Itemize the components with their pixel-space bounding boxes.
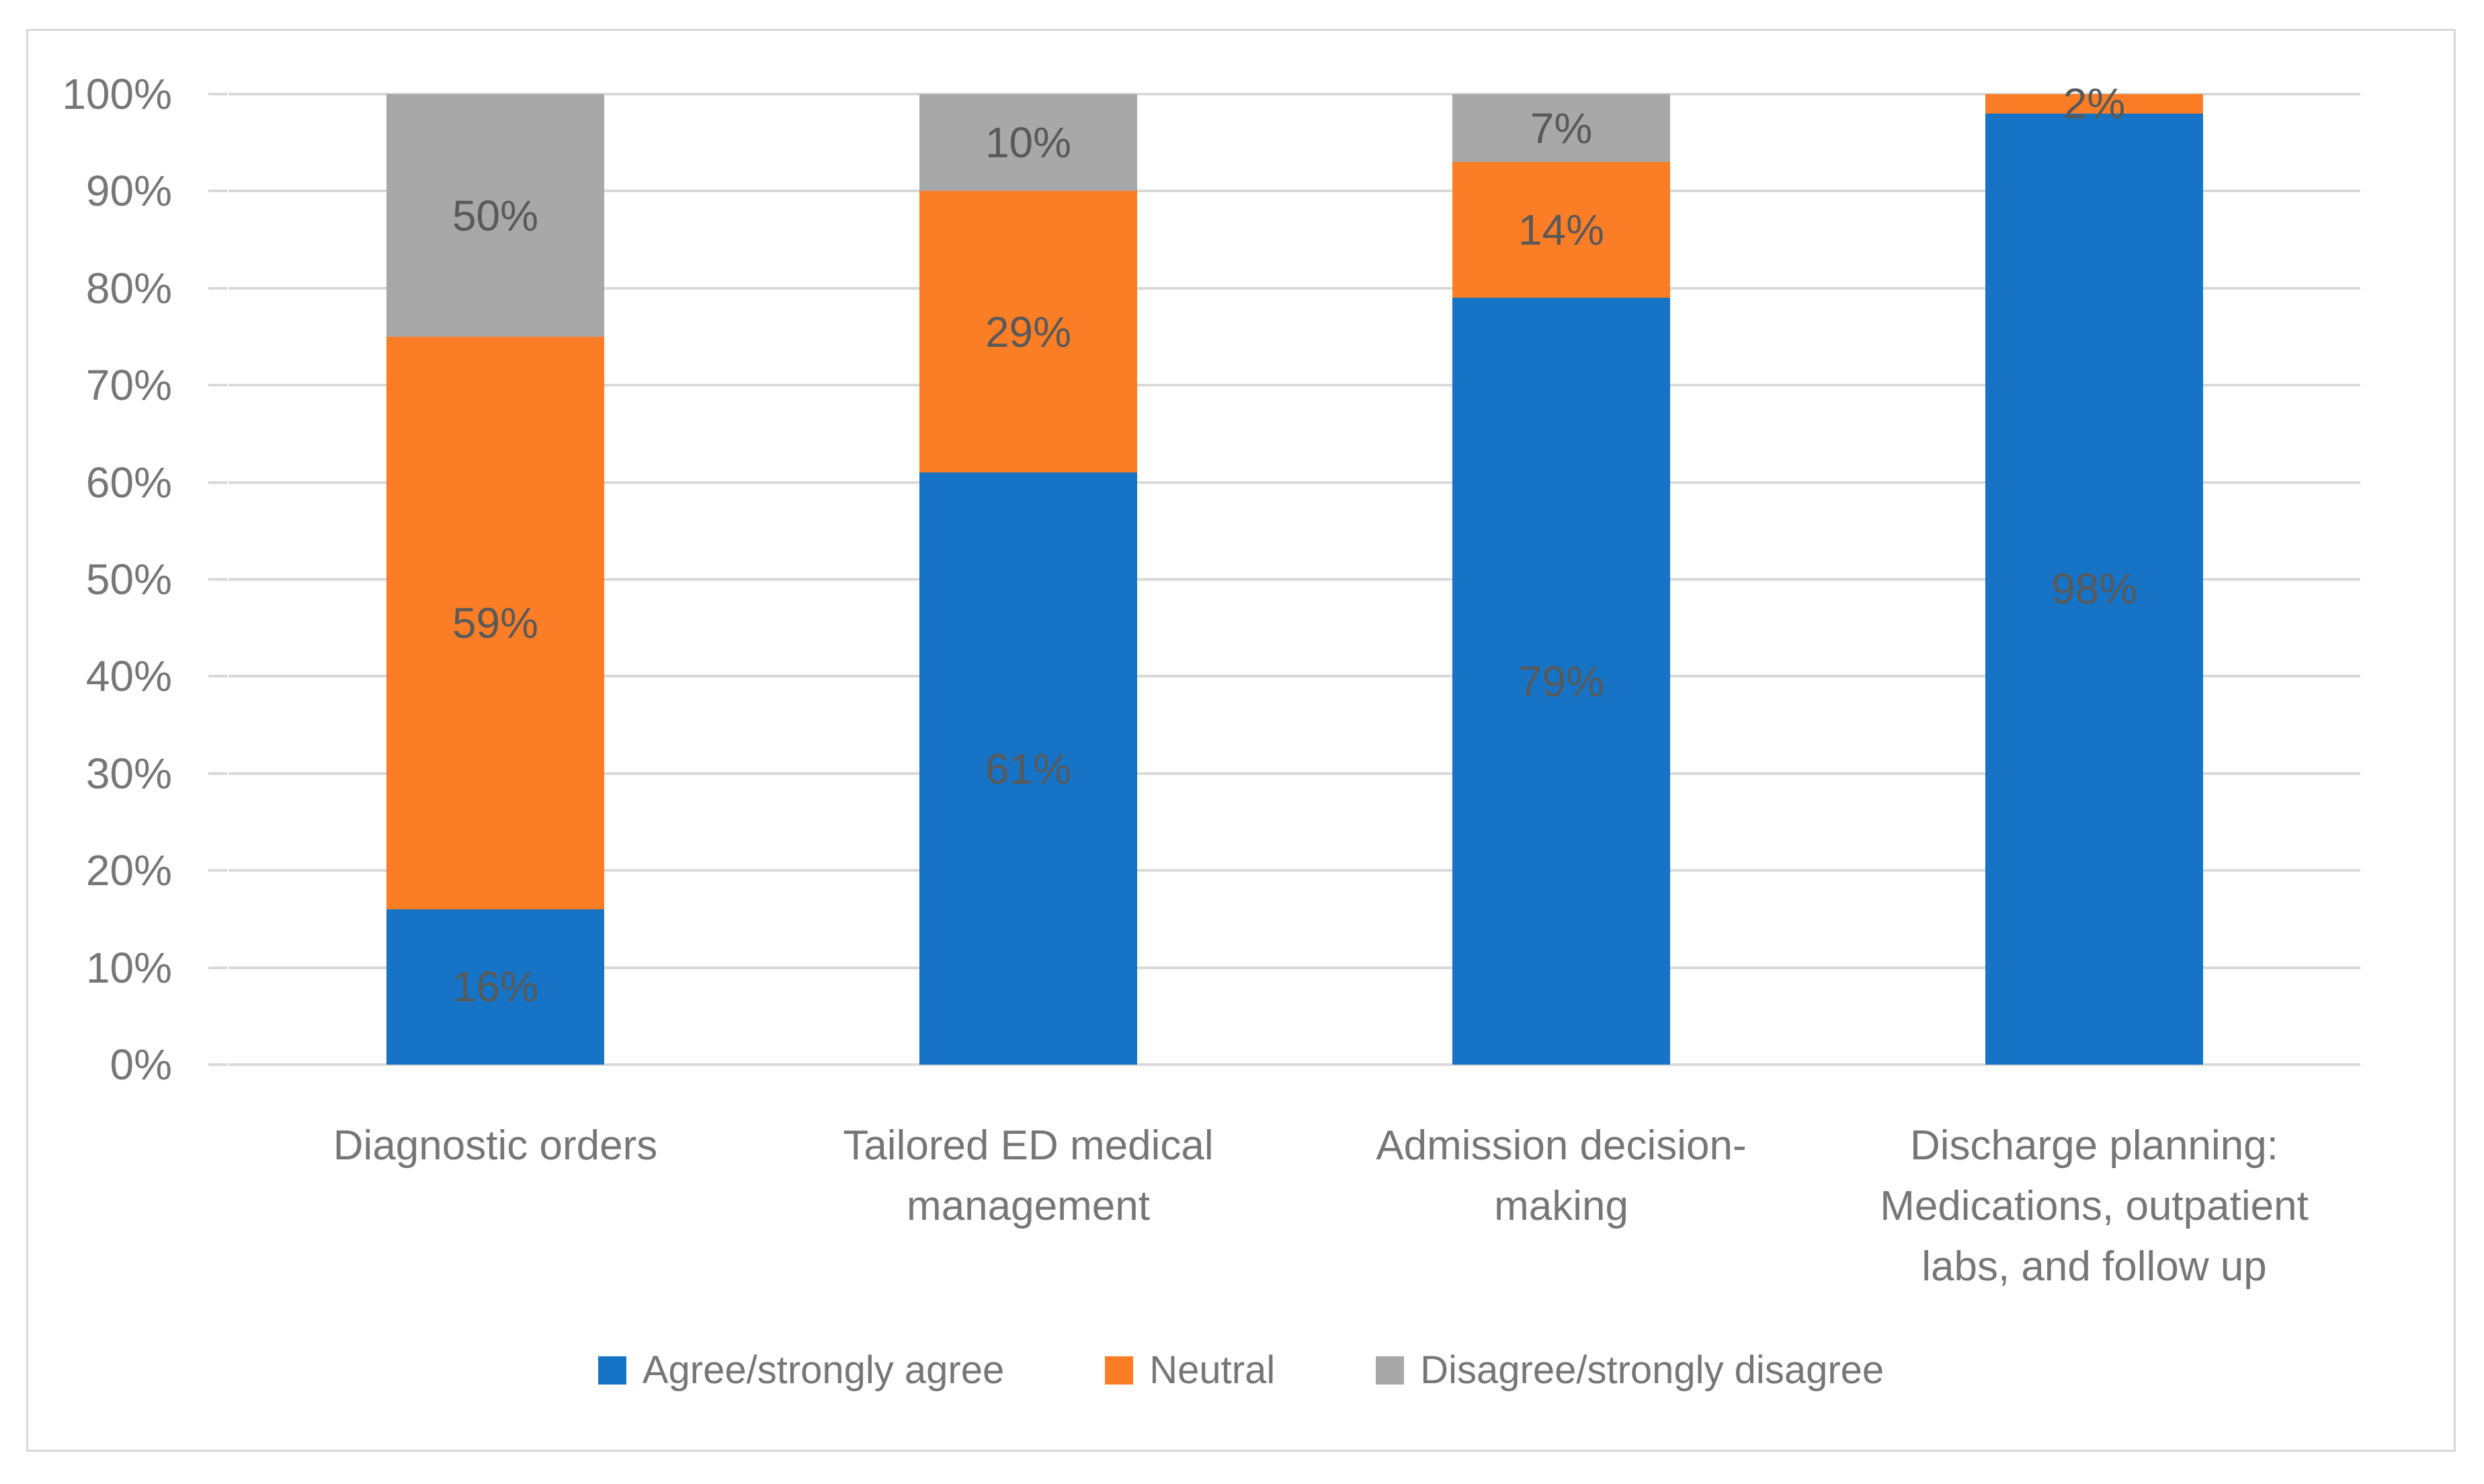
stacked-bar: 79% 14% 7% xyxy=(1452,94,1670,1065)
legend-item: Disagree/strongly disagree xyxy=(1376,1348,1884,1393)
plot-area: 100% 90% 80% 70% 60% 50% 40% 30% 20% 10% 0% 16% 59% 5… xyxy=(62,70,2360,1089)
y-axis-tick-mark xyxy=(208,772,227,775)
bar-segment: 61% xyxy=(919,472,1137,1065)
y-axis-tick-mark xyxy=(208,384,227,386)
bar-data-label: 61% xyxy=(985,744,1072,793)
bar-segment: 59% xyxy=(386,337,604,909)
bar-segment: 14% xyxy=(1452,162,1670,298)
y-tick-label: 90% xyxy=(85,167,172,215)
stacked-bar: 16% 59% 50% xyxy=(386,94,604,1065)
gridline xyxy=(229,966,2360,969)
y-tick-label: 20% xyxy=(85,846,172,895)
y-axis-tick-mark xyxy=(208,869,227,872)
legend-label: Disagree/strongly disagree xyxy=(1420,1348,1885,1392)
legend-marker-swatch xyxy=(1376,1356,1405,1385)
bar-data-label: 50% xyxy=(452,191,539,240)
bar-data-label: 29% xyxy=(985,307,1072,356)
stacked-bar: 98% 2% xyxy=(1985,79,2203,1065)
gridline xyxy=(229,190,2360,192)
bar-data-label: 16% xyxy=(452,962,539,1012)
y-tick-label: 30% xyxy=(85,749,172,798)
bar-segment: 2% xyxy=(1985,79,2203,128)
gridline xyxy=(229,772,2360,775)
gridline xyxy=(229,869,2360,872)
legend-label: Neutral xyxy=(1149,1348,1276,1392)
bar-segment: 50% xyxy=(386,94,604,337)
y-axis-tick-mark xyxy=(208,966,227,969)
y-tick-label: 70% xyxy=(85,361,172,409)
legend-marker-swatch xyxy=(597,1356,626,1385)
y-axis-tick-mark xyxy=(208,481,227,484)
bar-segment: 16% xyxy=(386,909,604,1065)
category-label: Diagnostic orders xyxy=(333,1122,658,1169)
gridline xyxy=(229,287,2360,290)
gridline xyxy=(229,1063,2360,1066)
y-axis-tick-mark xyxy=(208,93,227,95)
category-label: Tailored ED medical management xyxy=(843,1122,1214,1229)
y-tick-label: 80% xyxy=(85,264,172,313)
y-axis-tick-mark xyxy=(208,578,227,581)
bar-data-label: 10% xyxy=(985,118,1072,167)
y-tick-label: 0% xyxy=(110,1040,173,1089)
bar-data-label: 98% xyxy=(2051,565,2138,614)
bar-data-label: 2% xyxy=(2063,79,2126,128)
y-axis-tick-mark xyxy=(208,287,227,290)
chart-figure: 100% 90% 80% 70% 60% 50% 40% 30% 20% 10% 0% 16% 59% 5… xyxy=(26,29,2456,1452)
category-label: Discharge planning: Medications, outpati… xyxy=(1880,1122,2309,1290)
bar-segment: 98% xyxy=(1985,113,2203,1065)
legend-item: Agree/strongly agree xyxy=(597,1348,1005,1393)
legend-label: Agree/strongly agree xyxy=(642,1348,1005,1392)
gridline xyxy=(229,675,2360,677)
category-label: Admission decision- making xyxy=(1376,1122,1747,1229)
bar-data-label: 14% xyxy=(1518,206,1605,255)
chart-legend: Agree/strongly agree Neutral Disagree/stro… xyxy=(28,1348,2454,1393)
gridline xyxy=(229,384,2360,386)
bar-segment: 7% xyxy=(1452,94,1670,163)
y-tick-label: 40% xyxy=(85,652,172,700)
bar-segment: 79% xyxy=(1452,298,1670,1065)
y-tick-label: 100% xyxy=(62,70,172,118)
bar-data-label: 79% xyxy=(1518,657,1605,706)
y-tick-label: 60% xyxy=(85,458,172,507)
y-tick-label: 50% xyxy=(85,555,172,604)
bar-segment: 29% xyxy=(919,191,1137,473)
y-axis-tick-mark xyxy=(208,675,227,677)
stacked-bar: 61% 29% 10% xyxy=(919,94,1137,1065)
gridline xyxy=(229,578,2360,581)
legend-item: Neutral xyxy=(1105,1348,1275,1393)
bar-segment: 10% xyxy=(919,94,1137,192)
legend-marker-swatch xyxy=(1105,1356,1134,1385)
gridline xyxy=(229,481,2360,484)
gridline xyxy=(229,93,2360,95)
y-axis-tick-mark xyxy=(208,190,227,192)
bar-data-label: 59% xyxy=(452,598,539,647)
y-tick-label: 10% xyxy=(85,944,172,992)
y-axis-tick-mark xyxy=(208,1063,227,1066)
bar-data-label: 7% xyxy=(1530,104,1593,153)
